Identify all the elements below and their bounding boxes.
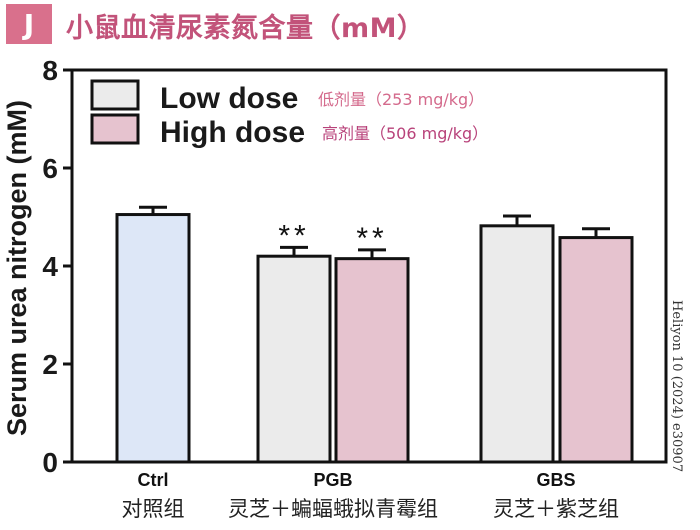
legend-swatch-low-dose	[90, 79, 140, 111]
y-tick-label: 4	[42, 251, 58, 282]
x-category-label: Ctrl	[138, 470, 169, 490]
panel-title: 小鼠血清尿素氮含量（mM）	[66, 13, 425, 44]
x-category-sublabel: 灵芝＋蝙蝠蛾拟青霉组	[228, 497, 438, 521]
y-tick-label: 6	[42, 153, 58, 184]
journal-citation-watermark: Heliyon 10 (2024) e30907	[669, 300, 684, 473]
bar-gbs-high-dose	[558, 236, 634, 464]
y-tick-label: 8	[42, 55, 58, 86]
x-category-label: PGB	[313, 470, 352, 490]
legend-swatch-high-dose	[90, 113, 140, 145]
legend-label-low-dose: Low dose	[160, 82, 298, 115]
x-category-label: GBS	[536, 470, 575, 490]
legend-annotation-low-dose: 低剂量（253 mg/kg）	[318, 90, 484, 109]
panel-header: J 小鼠血清尿素氮含量（mM）	[0, 0, 700, 48]
significance-marker: **	[356, 222, 387, 255]
bar-gbs-low-dose	[479, 224, 555, 464]
significance-marker: **	[278, 219, 309, 252]
y-tick-label: 2	[42, 349, 58, 380]
bar-ctrl-ctrl	[115, 213, 191, 464]
y-tick-label: 0	[42, 447, 58, 478]
legend-annotation-high-dose: 高剂量（506 mg/kg）	[322, 124, 488, 143]
bar-pgb-high-dose	[334, 257, 410, 464]
x-category-sublabel: 灵芝＋紫芝组	[493, 497, 619, 521]
x-category-sublabel: 对照组	[122, 497, 185, 521]
legend-label-high-dose: High dose	[160, 116, 305, 149]
panel-letter-badge: J	[6, 4, 52, 44]
bar-pgb-low-dose	[256, 254, 332, 464]
y-axis-label: Serum urea nitrogen (mM)	[2, 100, 32, 436]
